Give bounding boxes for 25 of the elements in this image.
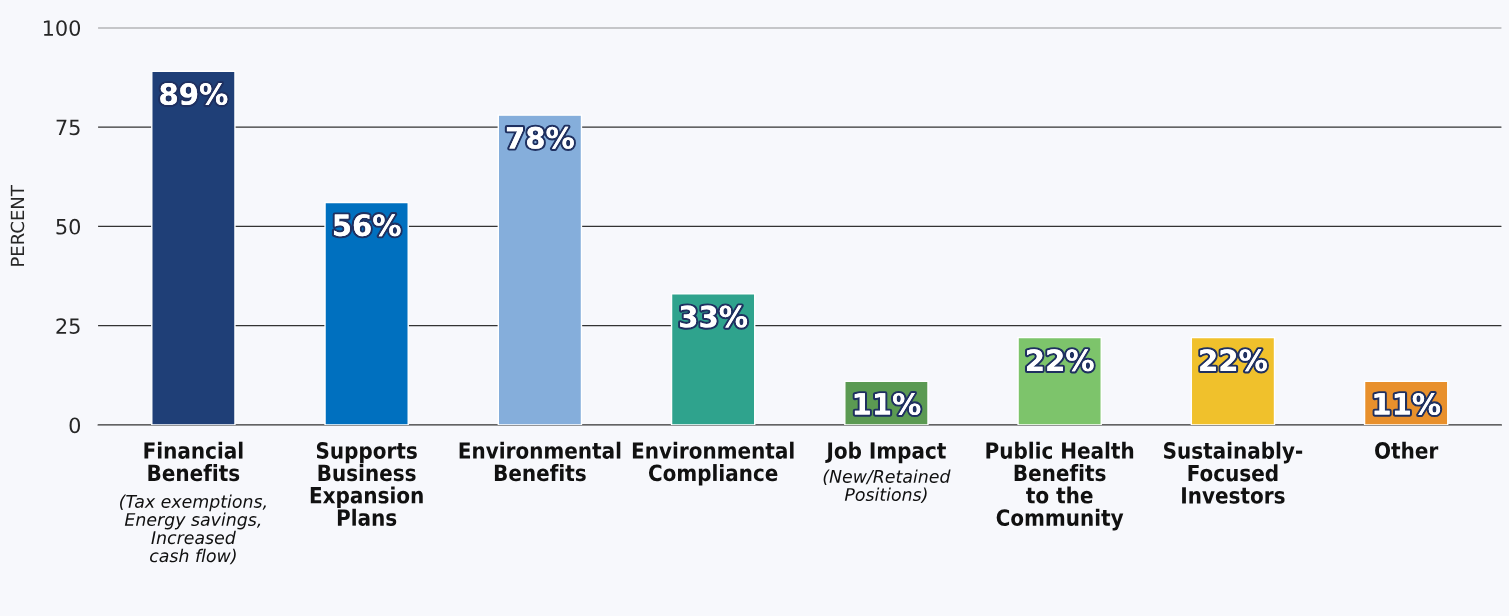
x-tick-label: Environmental Benefits (459, 441, 621, 482)
data-label: 33% (680, 305, 748, 328)
bar (151, 70, 236, 426)
data-label: 78% (506, 126, 574, 149)
y-tick-label: 75 (56, 119, 80, 136)
x-tick-label: Environmental Compliance (632, 441, 794, 486)
y-axis-title: PERCENT (10, 185, 25, 266)
y-tick-label: 50 (56, 218, 81, 235)
data-label: 22% (1027, 349, 1094, 372)
y-tick-label: 100 (43, 20, 81, 36)
data-label: 56% (333, 214, 401, 237)
y-tick-label: 0 (69, 417, 81, 434)
bar (497, 114, 583, 426)
data-label: 11% (854, 392, 921, 416)
x-tick-label: Other (1375, 441, 1439, 459)
bar (324, 201, 409, 426)
data-label: 22% (1200, 349, 1267, 372)
x-tick-label: Job Impact (New/Retained Positions) (823, 441, 951, 504)
data-label: 11% (1374, 392, 1441, 416)
x-tick-label: Financial Benefits (Tax exemptions, Energy savings, Increased cash flow) (120, 441, 266, 565)
x-tick-label: Supports Business Expansion Plans (310, 442, 423, 526)
x-tick-label: Public Health Benefits to the Community (986, 441, 1134, 531)
x-tick-label: Sustainably- Focused Investors (1164, 441, 1303, 504)
y-tick-label: 25 (56, 318, 80, 334)
data-label: 89% (160, 83, 228, 106)
